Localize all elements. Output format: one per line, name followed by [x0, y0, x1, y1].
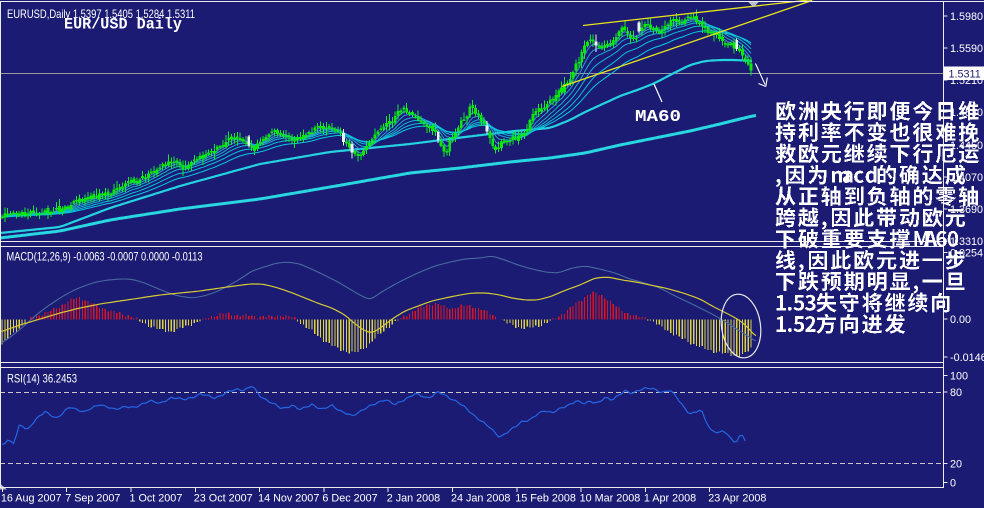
svg-text:EURUSD,Daily 1.5397 1.5405 1.: EURUSD,Daily 1.5397 1.5405 1.5284 1.5311: [7, 7, 195, 21]
svg-text:80: 80: [950, 387, 962, 399]
svg-text:0.00: 0.00: [950, 314, 971, 326]
svg-text:6 Dec 2007: 6 Dec 2007: [322, 493, 377, 505]
svg-text:2 Jan 2008: 2 Jan 2008: [387, 493, 440, 505]
svg-text:10 Mar 2008: 10 Mar 2008: [580, 493, 641, 505]
svg-text:1.3690: 1.3690: [950, 204, 983, 216]
svg-text:MA60: MA60: [635, 108, 681, 127]
svg-text:23 Apr 2008: 23 Apr 2008: [708, 493, 766, 505]
svg-text:16 Aug 2007: 16 Aug 2007: [1, 493, 62, 505]
svg-text:MACD(12,26,9) -0.0063 -0.0007: MACD(12,26,9) -0.0063 -0.0007 0.0000 -0.…: [7, 250, 203, 264]
svg-text:1 Oct 2007: 1 Oct 2007: [130, 493, 183, 505]
svg-text:1.5590: 1.5590: [950, 43, 983, 55]
svg-text:14 Nov 2007: 14 Nov 2007: [258, 493, 319, 505]
svg-text:7 Sep 2007: 7 Sep 2007: [65, 493, 120, 505]
svg-text:1.5311: 1.5311: [949, 69, 981, 81]
svg-text:1.5980: 1.5980: [950, 11, 983, 23]
svg-text:15 Feb 2008: 15 Feb 2008: [515, 493, 576, 505]
svg-text:20: 20: [950, 459, 962, 471]
svg-text:24 Jan 2008: 24 Jan 2008: [451, 493, 510, 505]
svg-text:1.3310: 1.3310: [950, 236, 983, 248]
svg-text:0: 0: [950, 478, 956, 490]
svg-text:EUR/USD Daily: EUR/USD Daily: [64, 16, 182, 34]
svg-text:100: 100: [950, 371, 968, 383]
svg-text:1 Apr 2008: 1 Apr 2008: [644, 493, 696, 505]
svg-text:-0.0146: -0.0146: [950, 352, 984, 364]
svg-text:23 Oct 2007: 23 Oct 2007: [194, 493, 253, 505]
svg-text:RSI(14) 36.2453: RSI(14) 36.2453: [7, 372, 77, 386]
